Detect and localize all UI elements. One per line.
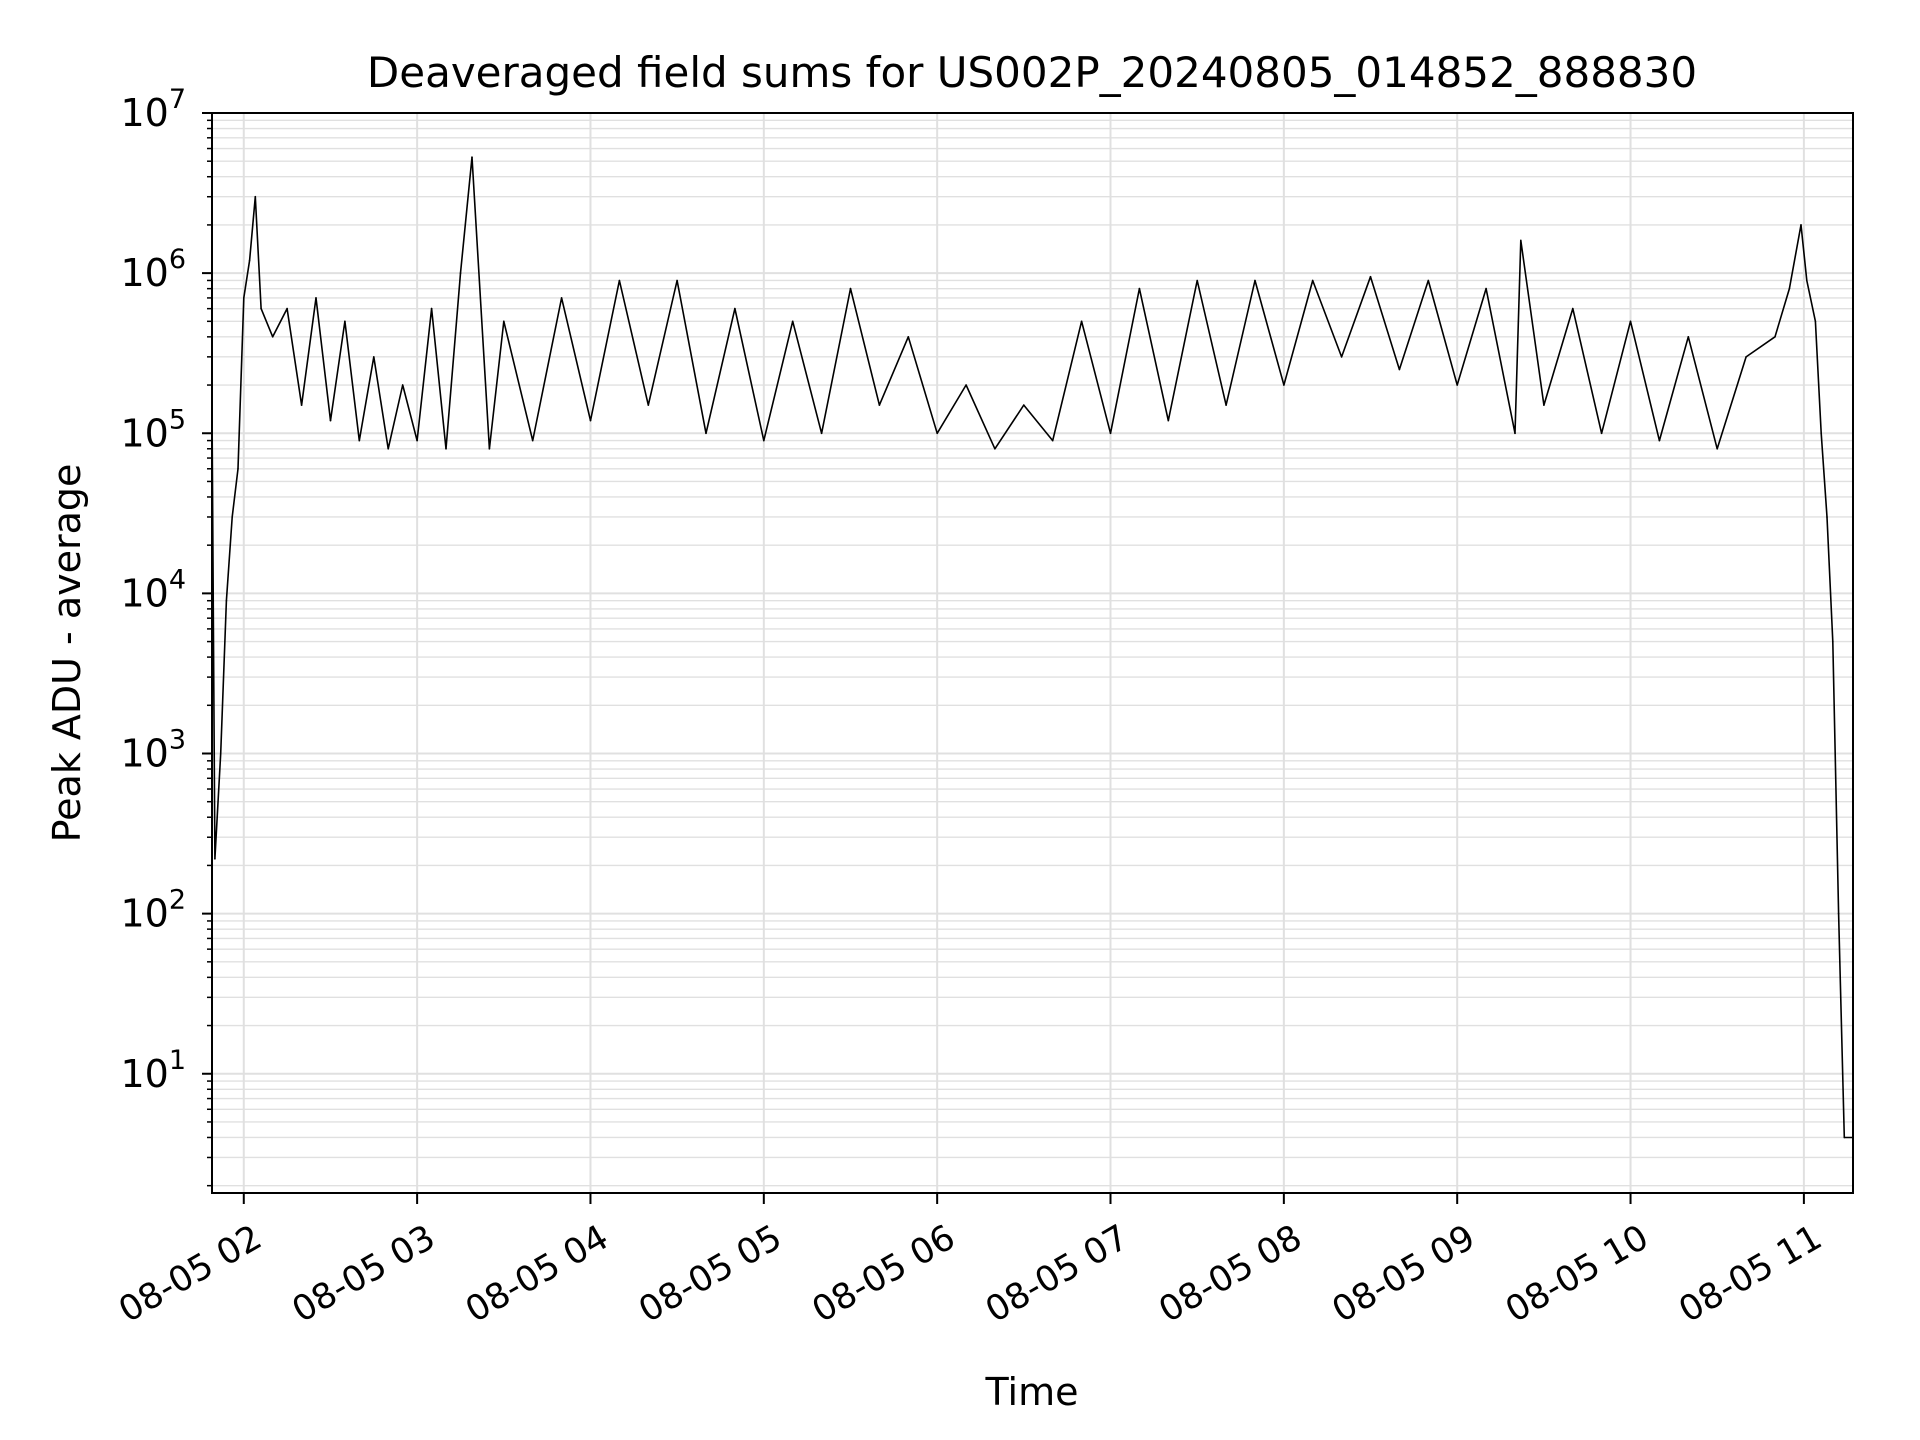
data-point <box>1800 224 1802 226</box>
data-series-line <box>211 156 1853 1139</box>
data-point <box>1514 432 1516 435</box>
data-point <box>1600 432 1603 435</box>
data-point <box>531 439 534 442</box>
data-point <box>488 448 491 450</box>
grid <box>212 112 1853 1193</box>
y-tick-label: 101 <box>120 1045 186 1096</box>
y-axis-label: Peak ADU - average <box>45 464 89 843</box>
data-point <box>1687 336 1690 338</box>
x-axis-label: Time <box>985 1370 1079 1414</box>
data-point <box>1814 320 1817 323</box>
y-tick-label: 107 <box>120 84 186 135</box>
data-point <box>1283 384 1285 386</box>
data-point <box>1167 419 1170 422</box>
data-point <box>647 404 650 406</box>
data-point <box>315 297 317 299</box>
data-point <box>1398 368 1401 371</box>
data-point <box>1843 1136 1846 1139</box>
data-point <box>344 320 346 323</box>
data-point <box>219 752 222 755</box>
data-point <box>1543 404 1545 406</box>
data-point <box>849 287 852 290</box>
data-point <box>329 419 332 422</box>
chart-title: Deaveraged field sums for US002P_2024080… <box>367 48 1697 97</box>
data-point <box>300 404 303 406</box>
data-point <box>1788 287 1791 290</box>
data-point <box>254 195 257 198</box>
data-point <box>286 307 288 310</box>
data-point <box>994 448 996 450</box>
data-point <box>1225 404 1227 406</box>
data-point <box>214 858 216 860</box>
data-point <box>358 439 361 442</box>
data-point <box>459 272 462 274</box>
data-point <box>820 432 823 435</box>
data-point <box>271 336 274 338</box>
data-point <box>237 468 239 470</box>
data-point <box>260 307 262 310</box>
data-point <box>1820 432 1822 435</box>
data-point <box>471 156 473 158</box>
data-point <box>705 432 707 435</box>
data-point <box>387 448 390 450</box>
data-point <box>1806 279 1808 282</box>
data-point <box>936 432 938 435</box>
data-point <box>1745 356 1747 358</box>
data-point <box>1485 287 1487 290</box>
data-point <box>1109 432 1112 435</box>
data-point <box>560 297 563 299</box>
data-point <box>1196 279 1198 282</box>
data-point <box>734 307 736 310</box>
data-point <box>1572 307 1574 310</box>
y-tick-label: 102 <box>120 885 186 936</box>
y-tick-label: 105 <box>120 404 186 455</box>
data-point <box>878 404 881 406</box>
data-point <box>965 384 967 386</box>
data-point <box>1340 356 1343 358</box>
data-point <box>1023 404 1025 406</box>
data-point <box>416 439 418 442</box>
data-point <box>1629 320 1632 323</box>
data-point <box>1138 287 1141 290</box>
data-point <box>1520 239 1522 242</box>
data-point <box>430 307 433 310</box>
data-point <box>907 336 910 338</box>
data-point <box>1427 279 1430 282</box>
data-point <box>676 279 678 282</box>
y-tick-label: 103 <box>120 725 186 776</box>
data-point <box>225 599 228 602</box>
data-point <box>1774 336 1776 338</box>
data-point <box>1369 275 1372 278</box>
data-point <box>1832 640 1834 643</box>
plot-frame <box>211 112 1854 1194</box>
data-point <box>791 320 794 323</box>
y-tick-label: 104 <box>120 564 186 615</box>
data-point <box>589 419 592 422</box>
data-point <box>1658 439 1661 442</box>
data-point <box>243 297 245 299</box>
data-point <box>1716 448 1718 450</box>
line-layer <box>211 156 1854 1139</box>
data-point <box>445 448 447 450</box>
data-point <box>1051 439 1054 442</box>
data-point <box>1311 279 1314 282</box>
data-point <box>231 516 233 518</box>
data-point <box>401 384 404 386</box>
data-point <box>1254 279 1256 282</box>
data-point <box>1826 516 1828 518</box>
data-point <box>248 259 251 262</box>
data-point <box>1456 384 1458 386</box>
data-point <box>373 356 375 358</box>
data-point <box>1837 912 1840 915</box>
data-point <box>618 279 621 282</box>
data-point <box>503 320 505 323</box>
data-point <box>763 439 765 442</box>
y-tick-label: 106 <box>120 244 186 295</box>
data-point <box>1080 320 1083 323</box>
